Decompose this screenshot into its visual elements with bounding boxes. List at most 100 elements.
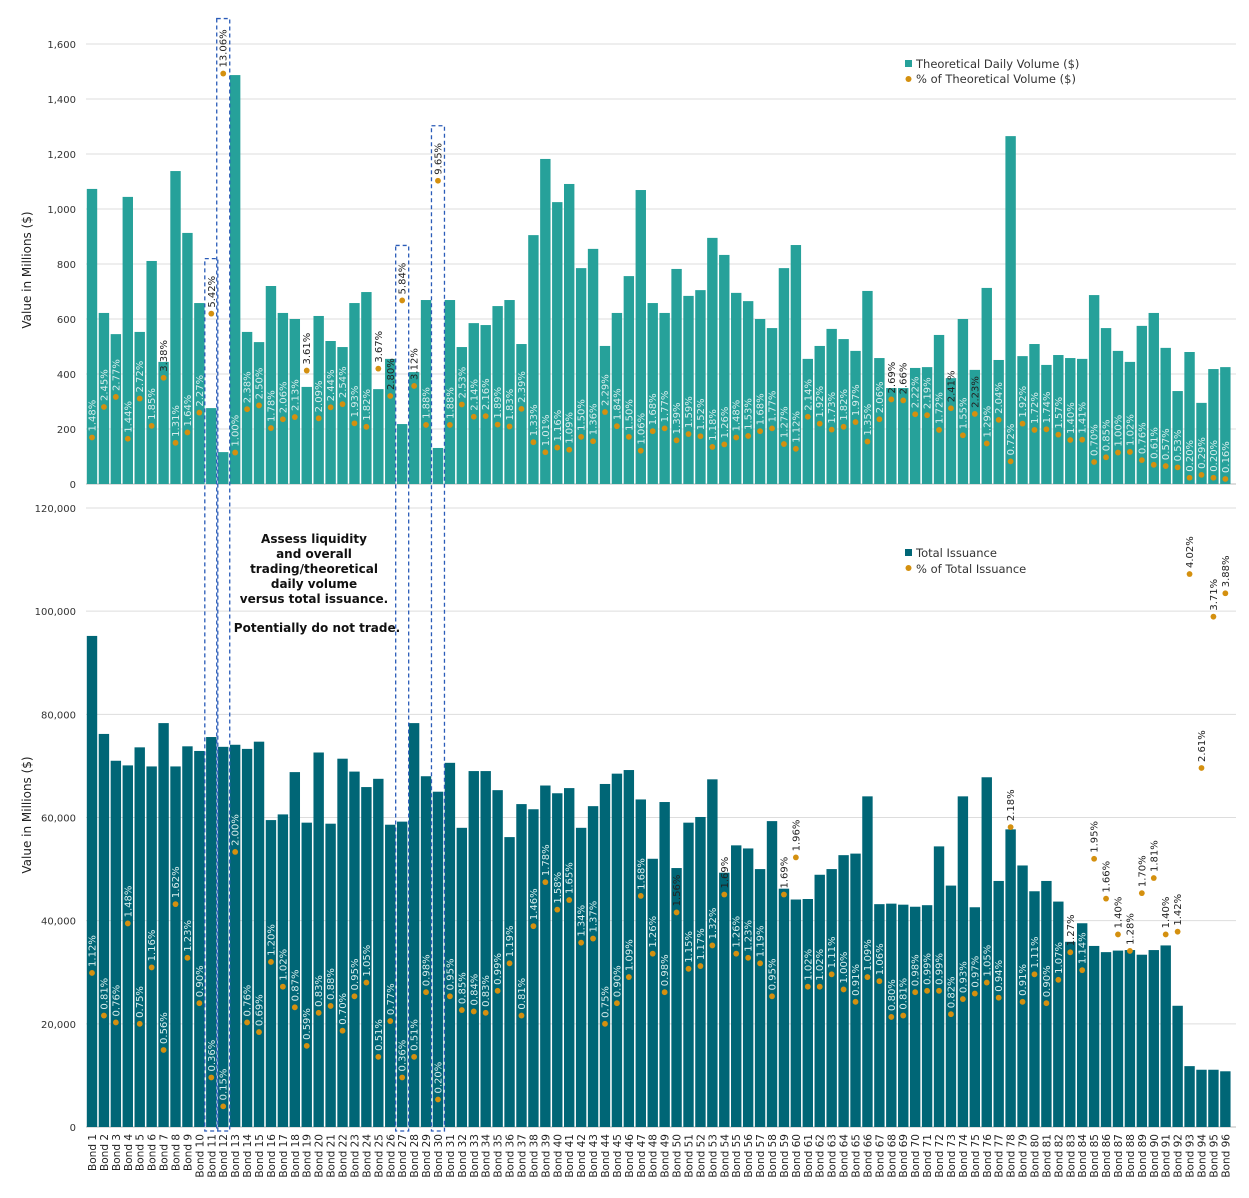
pct-label: 1.70% (1137, 855, 1148, 887)
pct-dot (637, 447, 644, 454)
category-label: Bond 81 (1041, 1134, 1053, 1178)
bar (1029, 891, 1040, 1127)
pct-label: 1.29% (982, 406, 993, 438)
pct-dot (566, 446, 573, 453)
pct-dot (1174, 928, 1181, 935)
pct-label: 0.20% (1185, 440, 1196, 472)
pct-dot (948, 1011, 954, 1018)
pct-dot (220, 70, 227, 77)
category-label: Bond 91 (1161, 1134, 1173, 1178)
bar (146, 260, 157, 484)
legend-swatch-issuance-pct (905, 565, 912, 571)
bar (1172, 391, 1183, 484)
bar (695, 816, 706, 1127)
category-label: Bond 69 (898, 1134, 910, 1178)
pct-label: 0.99% (935, 953, 946, 985)
legend-label-volume-pct: % of Theoretical Volume ($) (916, 72, 1076, 86)
category-label: Bond 4 (123, 1134, 135, 1171)
pct-label: 0.20% (1209, 440, 1220, 472)
pct-dot (673, 437, 680, 444)
legend-label-issuance: Total Issuance (915, 546, 997, 560)
pct-dot (399, 1074, 406, 1081)
pct-label: 1.69% (779, 857, 790, 889)
bar (778, 268, 790, 484)
category-label: Bond 25 (373, 1134, 385, 1178)
pct-label: 1.37% (589, 901, 600, 933)
pct-label: 0.20% (433, 1062, 444, 1094)
pct-label: 0.99% (493, 953, 504, 985)
bar (754, 869, 766, 1127)
highlight-box (216, 17, 231, 1132)
pct-dot (89, 970, 95, 976)
pct-dot (649, 428, 656, 435)
pct-label: 1.82% (362, 389, 373, 421)
pct-dot (1115, 449, 1121, 456)
pct-dot (387, 1018, 394, 1024)
pct-dot (363, 979, 370, 986)
category-label: Bond 16 (266, 1134, 278, 1178)
pct-label: 2.54% (338, 366, 349, 398)
bar (862, 796, 873, 1127)
pct-label: 1.12% (791, 411, 802, 443)
pct-label: 0.70% (1090, 424, 1101, 456)
top-y-axis-title: Value in Millions ($) (20, 211, 34, 328)
pct-dot (351, 993, 358, 1000)
pct-dot (590, 438, 596, 445)
pct-label: 3.88% (1221, 556, 1232, 588)
category-label: Bond 64 (839, 1134, 851, 1178)
pct-dot (709, 444, 716, 450)
pct-dot (124, 435, 131, 442)
pct-label: 1.83% (505, 389, 516, 421)
pct-label: 2.72% (135, 361, 146, 393)
category-label: Bond 57 (755, 1134, 767, 1178)
bar (456, 827, 468, 1127)
pct-dot (971, 411, 978, 417)
pct-dot (518, 1012, 525, 1019)
pct-label: 1.12% (88, 935, 99, 967)
pct-dot (387, 393, 394, 399)
y-tick-label: 1,600 (47, 40, 76, 51)
pct-dot (172, 439, 179, 446)
pct-label: 1.69% (720, 857, 731, 889)
bar (623, 276, 635, 484)
pct-dot (1043, 426, 1050, 433)
category-label: Bond 43 (588, 1134, 600, 1178)
category-label: Bond 52 (695, 1134, 707, 1178)
pct-dot (733, 434, 740, 441)
pct-dot (423, 989, 429, 996)
pct-label: 2.69% (887, 362, 898, 394)
pct-dot (614, 423, 620, 430)
category-label: Bond 3 (111, 1134, 123, 1171)
pct-label: 1.26% (648, 916, 659, 948)
bar (933, 334, 945, 484)
pct-dot (912, 989, 919, 996)
category-label: Bond 74 (958, 1134, 970, 1178)
pct-dot (148, 422, 155, 429)
pct-dot (828, 426, 835, 433)
bar (898, 388, 909, 484)
pct-label: 0.57% (1161, 428, 1172, 460)
pct-label: 2.66% (899, 363, 910, 395)
pct-dot (864, 974, 871, 980)
pct-label: 1.66% (1102, 861, 1113, 893)
bar (564, 183, 575, 484)
category-label: Bond 59 (779, 1134, 791, 1178)
pct-dot (1138, 457, 1145, 464)
pct-label: 1.41% (1078, 402, 1089, 434)
bar (802, 899, 813, 1127)
pct-label: 1.97% (851, 384, 862, 416)
pct-label: 1.18% (708, 409, 719, 441)
pct-label: 1.50% (624, 399, 635, 431)
pct-dot (447, 422, 453, 428)
y-tick-label: 200 (57, 425, 76, 436)
pct-dot (1162, 463, 1169, 469)
pct-label: 1.96% (791, 820, 802, 852)
pct-label: 1.39% (672, 403, 683, 435)
pct-dot (971, 990, 978, 997)
pct-label: 1.88% (422, 387, 433, 419)
category-label: Bond 5 (135, 1134, 147, 1171)
category-label: Bond 66 (862, 1134, 874, 1178)
pct-dot (995, 994, 1002, 1001)
pct-label: 1.02% (815, 949, 826, 981)
pct-label: 1.95% (1090, 821, 1101, 853)
